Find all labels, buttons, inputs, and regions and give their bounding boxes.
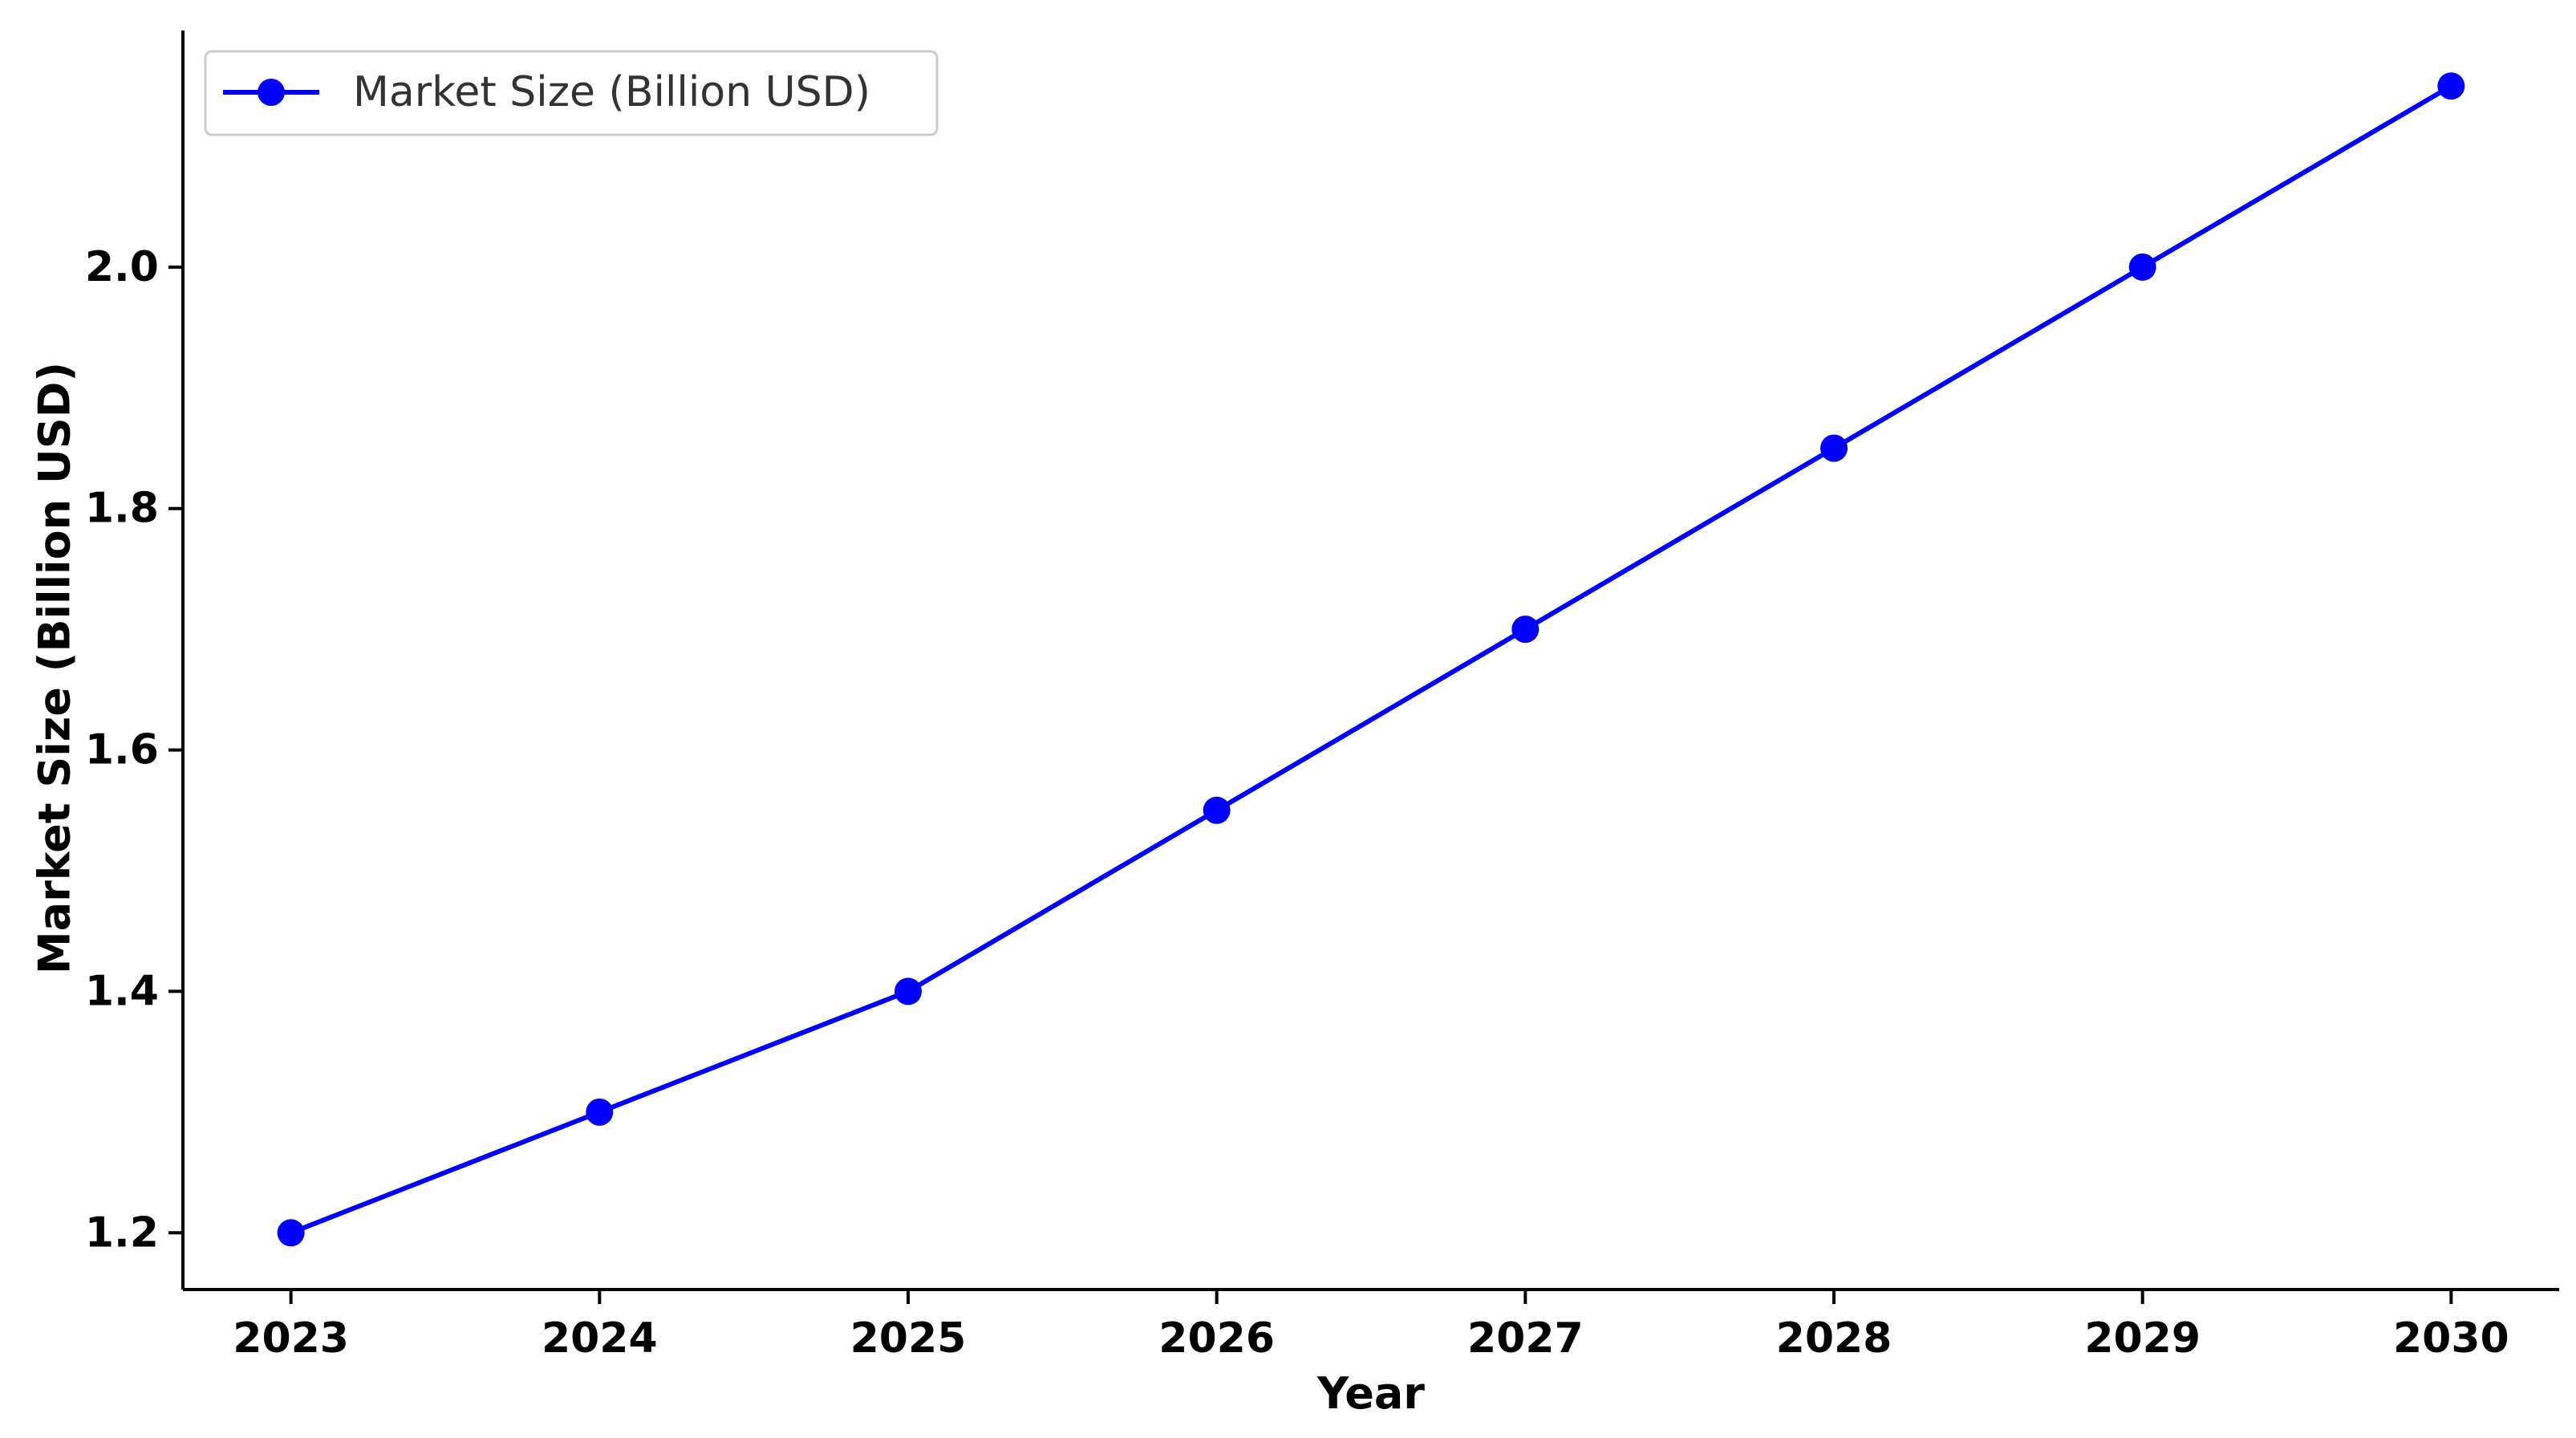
y-tick-label: 1.8 bbox=[85, 485, 159, 533]
x-axis-ticks: 2023 2024 2025 2026 2027 2028 2029 2030 bbox=[233, 1290, 2509, 1363]
y-tick-label: 2.0 bbox=[85, 243, 159, 291]
y-axis-ticks: 1.2 1.4 1.6 1.8 2.0 bbox=[85, 243, 183, 1257]
data-point bbox=[1203, 796, 1231, 824]
data-point bbox=[1511, 615, 1540, 644]
x-tick-label: 2029 bbox=[2084, 1314, 2201, 1363]
legend: Market Size (Billion USD) bbox=[204, 50, 939, 136]
data-point bbox=[2128, 253, 2156, 281]
x-tick-label: 2026 bbox=[1158, 1314, 1275, 1363]
series-layer bbox=[277, 72, 2465, 1247]
x-tick-label: 2027 bbox=[1467, 1314, 1584, 1363]
x-axis-title: Year bbox=[1316, 1368, 1425, 1419]
x-tick-label: 2025 bbox=[850, 1314, 967, 1363]
y-tick-label: 1.2 bbox=[85, 1208, 159, 1257]
x-tick-label: 2024 bbox=[542, 1314, 658, 1363]
legend-series-label: Market Size (Billion USD) bbox=[353, 68, 870, 116]
data-point bbox=[894, 977, 922, 1005]
y-tick-label: 1.4 bbox=[85, 967, 159, 1015]
y-tick-label: 1.6 bbox=[85, 726, 159, 774]
y-axis-title: Market Size (Billion USD) bbox=[30, 362, 80, 974]
legend-box bbox=[204, 50, 939, 136]
data-point bbox=[586, 1098, 614, 1126]
data-point bbox=[2437, 72, 2465, 100]
x-tick-label: 2023 bbox=[233, 1314, 349, 1363]
series-line bbox=[290, 83, 2452, 1236]
x-tick-label: 2030 bbox=[2393, 1314, 2509, 1363]
data-point bbox=[1820, 434, 1848, 462]
x-tick-label: 2028 bbox=[1776, 1314, 1892, 1363]
data-point bbox=[277, 1219, 305, 1247]
legend-series-marker bbox=[258, 79, 285, 106]
